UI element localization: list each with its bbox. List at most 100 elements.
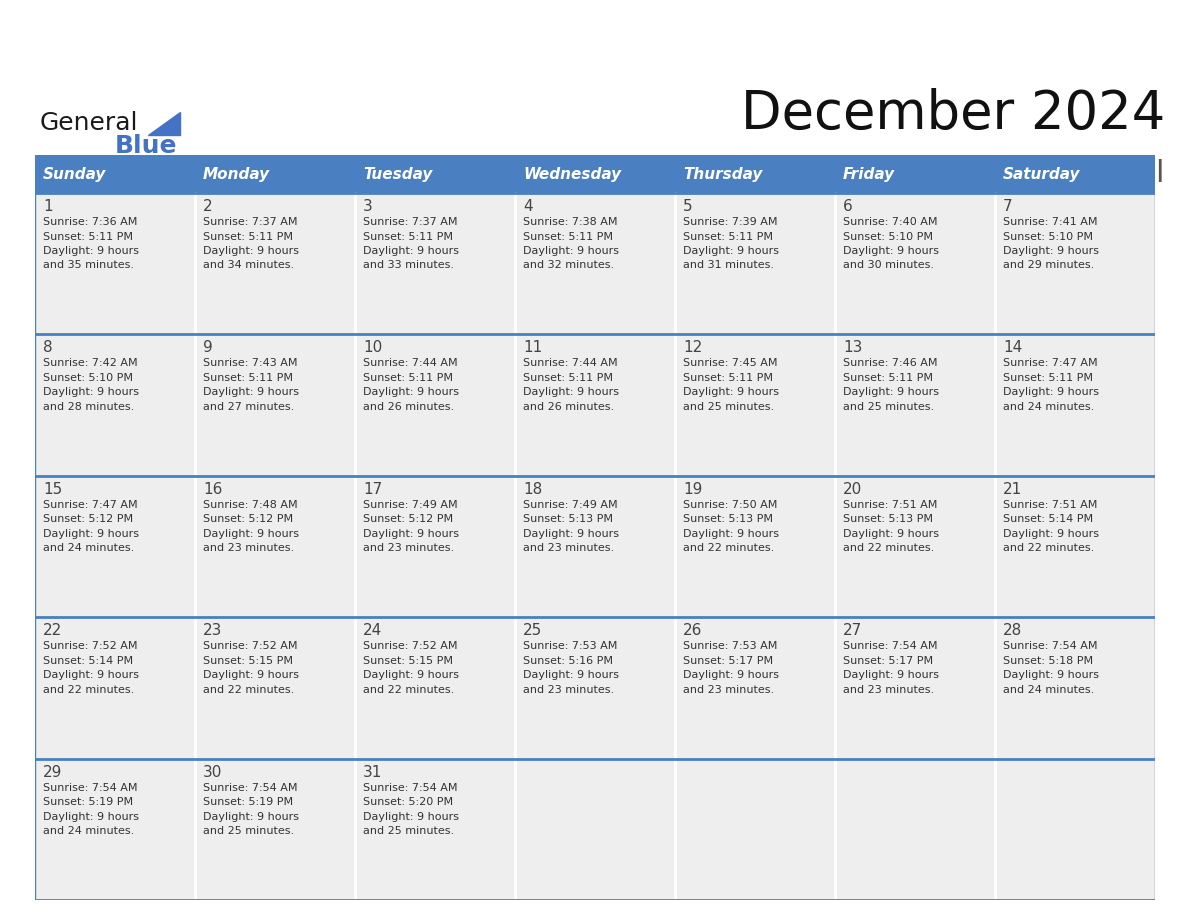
Text: and 34 minutes.: and 34 minutes. [203, 261, 295, 271]
Text: Sunset: 5:12 PM: Sunset: 5:12 PM [364, 514, 453, 524]
Text: and 24 minutes.: and 24 minutes. [1003, 685, 1094, 695]
Text: 2: 2 [203, 199, 213, 214]
Bar [516, 193, 675, 334]
Text: 7: 7 [1003, 199, 1012, 214]
Text: and 23 minutes.: and 23 minutes. [683, 685, 775, 695]
Text: Daylight: 9 hours: Daylight: 9 hours [1003, 387, 1099, 397]
Text: Sunset: 5:11 PM: Sunset: 5:11 PM [203, 373, 293, 383]
Bar [675, 334, 835, 476]
Bar [34, 617, 195, 758]
Text: Daylight: 9 hours: Daylight: 9 hours [843, 529, 939, 539]
Text: 24: 24 [364, 623, 383, 638]
Text: Sunset: 5:11 PM: Sunset: 5:11 PM [43, 231, 133, 241]
Bar [675, 155, 835, 193]
Bar [675, 193, 835, 334]
Text: and 26 minutes.: and 26 minutes. [364, 402, 454, 412]
Text: Sunrise: 7:52 AM: Sunrise: 7:52 AM [203, 641, 297, 651]
Text: Sunrise: 7:38 AM: Sunrise: 7:38 AM [523, 217, 618, 227]
Text: Daylight: 9 hours: Daylight: 9 hours [683, 670, 779, 680]
Text: Sunrise: 7:44 AM: Sunrise: 7:44 AM [364, 358, 457, 368]
Bar [516, 334, 675, 476]
Text: 22: 22 [43, 623, 62, 638]
Text: Sunset: 5:12 PM: Sunset: 5:12 PM [203, 514, 293, 524]
Bar [195, 155, 355, 193]
Text: Sunrise: 7:53 AM: Sunrise: 7:53 AM [683, 641, 777, 651]
Text: and 22 minutes.: and 22 minutes. [683, 543, 775, 554]
Bar [835, 155, 996, 193]
Text: Sunset: 5:17 PM: Sunset: 5:17 PM [683, 655, 773, 666]
Text: 23: 23 [203, 623, 222, 638]
Text: and 22 minutes.: and 22 minutes. [203, 685, 295, 695]
Text: Daylight: 9 hours: Daylight: 9 hours [43, 812, 139, 822]
Text: Sunset: 5:13 PM: Sunset: 5:13 PM [683, 514, 773, 524]
Text: 4: 4 [523, 199, 532, 214]
Bar [996, 758, 1155, 900]
Text: and 25 minutes.: and 25 minutes. [203, 826, 295, 836]
Text: 26: 26 [683, 623, 702, 638]
Bar [195, 476, 355, 617]
Text: Sunrise: 7:44 AM: Sunrise: 7:44 AM [523, 358, 618, 368]
Bar [355, 617, 516, 758]
Bar [675, 758, 835, 900]
Bar [355, 476, 516, 617]
Text: Sunrise: 7:40 AM: Sunrise: 7:40 AM [843, 217, 937, 227]
Text: Sunrise: 7:45 AM: Sunrise: 7:45 AM [683, 358, 777, 368]
Text: Sunset: 5:14 PM: Sunset: 5:14 PM [1003, 514, 1093, 524]
Text: Sunrise: 7:54 AM: Sunrise: 7:54 AM [364, 783, 457, 792]
Text: 28: 28 [1003, 623, 1022, 638]
Text: and 25 minutes.: and 25 minutes. [683, 402, 775, 412]
Bar [355, 193, 516, 334]
Text: Daylight: 9 hours: Daylight: 9 hours [1003, 246, 1099, 256]
Bar [996, 334, 1155, 476]
Text: and 25 minutes.: and 25 minutes. [843, 402, 934, 412]
Text: Sunrise: 7:50 AM: Sunrise: 7:50 AM [683, 499, 777, 509]
Text: and 23 minutes.: and 23 minutes. [203, 543, 295, 554]
Bar [195, 617, 355, 758]
Text: Daylight: 9 hours: Daylight: 9 hours [843, 246, 939, 256]
Text: Sunset: 5:15 PM: Sunset: 5:15 PM [203, 655, 293, 666]
Text: General: General [40, 111, 139, 135]
Text: Sunrise: 7:54 AM: Sunrise: 7:54 AM [1003, 641, 1098, 651]
Bar [516, 758, 675, 900]
Text: 12: 12 [683, 341, 702, 355]
Text: 16: 16 [203, 482, 222, 497]
Text: Daylight: 9 hours: Daylight: 9 hours [203, 246, 299, 256]
Text: Sunrise: 7:46 AM: Sunrise: 7:46 AM [843, 358, 937, 368]
Text: Daylight: 9 hours: Daylight: 9 hours [523, 529, 619, 539]
Text: Sunday: Sunday [43, 166, 107, 182]
Text: Monsanto, Portugal: Monsanto, Portugal [871, 159, 1165, 188]
Text: 14: 14 [1003, 341, 1022, 355]
Text: 17: 17 [364, 482, 383, 497]
Text: Sunset: 5:11 PM: Sunset: 5:11 PM [1003, 373, 1093, 383]
Text: Sunset: 5:11 PM: Sunset: 5:11 PM [683, 373, 773, 383]
Bar [996, 476, 1155, 617]
Text: Sunrise: 7:37 AM: Sunrise: 7:37 AM [203, 217, 297, 227]
Text: Sunset: 5:19 PM: Sunset: 5:19 PM [43, 797, 133, 807]
Text: Sunset: 5:16 PM: Sunset: 5:16 PM [523, 655, 613, 666]
Text: and 22 minutes.: and 22 minutes. [364, 685, 454, 695]
Text: Sunset: 5:20 PM: Sunset: 5:20 PM [364, 797, 453, 807]
Bar [996, 617, 1155, 758]
Text: Sunset: 5:11 PM: Sunset: 5:11 PM [364, 231, 453, 241]
Text: Blue: Blue [115, 134, 177, 158]
Text: Sunrise: 7:49 AM: Sunrise: 7:49 AM [523, 499, 618, 509]
Text: Daylight: 9 hours: Daylight: 9 hours [43, 246, 139, 256]
Bar [516, 476, 675, 617]
Text: and 32 minutes.: and 32 minutes. [523, 261, 614, 271]
Text: Tuesday: Tuesday [364, 166, 432, 182]
Text: Sunrise: 7:54 AM: Sunrise: 7:54 AM [843, 641, 937, 651]
Bar [996, 193, 1155, 334]
Text: Sunset: 5:10 PM: Sunset: 5:10 PM [43, 373, 133, 383]
Bar [675, 476, 835, 617]
Text: Sunset: 5:13 PM: Sunset: 5:13 PM [843, 514, 933, 524]
Bar [996, 155, 1155, 193]
Text: 30: 30 [203, 765, 222, 779]
Text: and 26 minutes.: and 26 minutes. [523, 402, 614, 412]
Text: and 22 minutes.: and 22 minutes. [43, 685, 134, 695]
Text: Daylight: 9 hours: Daylight: 9 hours [683, 529, 779, 539]
Text: Sunrise: 7:47 AM: Sunrise: 7:47 AM [1003, 358, 1098, 368]
Text: Sunset: 5:10 PM: Sunset: 5:10 PM [843, 231, 933, 241]
Text: Daylight: 9 hours: Daylight: 9 hours [364, 670, 459, 680]
Text: Sunrise: 7:54 AM: Sunrise: 7:54 AM [203, 783, 297, 792]
Text: and 22 minutes.: and 22 minutes. [1003, 543, 1094, 554]
